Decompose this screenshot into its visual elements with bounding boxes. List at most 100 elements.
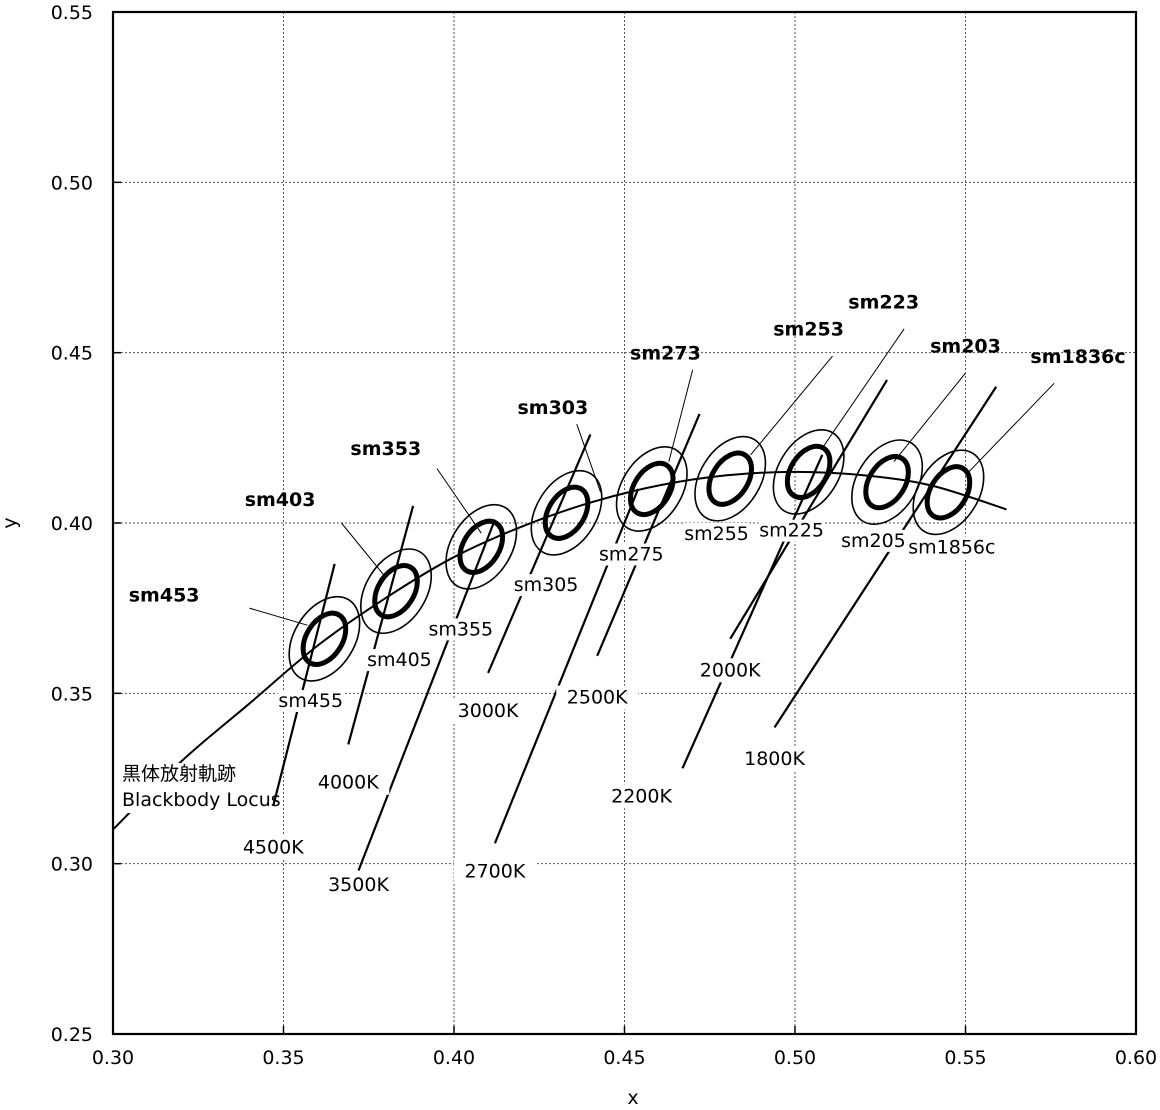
blackbody-locus-curve — [112, 470, 1007, 831]
ellipse-sm1836c — [924, 464, 973, 521]
isotherms — [272, 379, 998, 871]
ellipse-label: sm253 — [773, 319, 844, 341]
leader-line — [893, 372, 966, 462]
leader-line — [576, 424, 602, 493]
x-tick-label: 0.50 — [774, 1047, 816, 1069]
ellipse-outer — [615, 446, 688, 532]
ellipse-inner — [300, 610, 349, 667]
isotherm-label-mask — [307, 770, 390, 795]
isotherm-line — [596, 413, 701, 657]
ellipse-outer — [530, 469, 603, 556]
grid — [113, 12, 1136, 1034]
ellipse-inner — [542, 484, 591, 541]
leader-line — [965, 382, 1055, 476]
ellipse-inner — [863, 454, 911, 511]
x-tick-label: 0.40 — [433, 1047, 475, 1069]
ellipse-outer — [359, 548, 433, 635]
ellipse-inner — [457, 518, 506, 575]
isotherm-label: 2500K — [567, 687, 628, 709]
y-axis-label: y — [0, 517, 21, 528]
ellipse-label: sm405 — [367, 649, 432, 671]
ellipse-label: sm453 — [129, 584, 200, 606]
ellipse-label-mask — [427, 618, 494, 641]
ellipse-label: sm1836c — [1030, 346, 1125, 368]
isotherm-line — [357, 519, 496, 871]
ellipse-label: sm225 — [759, 520, 824, 542]
ellipse-sm205 — [851, 439, 924, 526]
ellipse-inner — [924, 464, 973, 521]
isotherm-label: 2000K — [700, 659, 761, 681]
ellipse-label: sm203 — [930, 336, 1001, 358]
x-axis-label: x — [627, 1087, 638, 1109]
isotherm-label-mask — [453, 859, 536, 884]
ellipse-sm455 — [288, 595, 361, 682]
isotherm-line — [347, 505, 415, 745]
ellipse-label: sm255 — [684, 523, 749, 545]
leader-line — [668, 369, 694, 462]
x-tick-label: 0.55 — [944, 1047, 986, 1069]
isotherm-label-mask — [447, 699, 530, 724]
ellipse-label: sm303 — [517, 397, 588, 419]
plot-frame — [111, 10, 1138, 1036]
ellipse-sm275 — [615, 446, 688, 532]
leader-line — [750, 355, 833, 456]
ellipse-inner — [706, 450, 754, 507]
ellipse-inner — [372, 563, 420, 620]
isotherm-label-mask — [600, 784, 683, 809]
isotherm-label-mask — [689, 658, 772, 683]
ellipse-sm403 — [372, 563, 420, 620]
ellipse-label: sm275 — [599, 543, 664, 565]
locus-label: Blackbody Locus — [122, 789, 281, 811]
leader-line — [249, 607, 308, 626]
x-tick-label: 0.60 — [1115, 1047, 1157, 1069]
leader-line — [341, 522, 387, 578]
ellipse-label: sm355 — [428, 618, 493, 640]
axes: 0.30 0.35 0.40 0.45 0.50 0.55 0.600.250.300.35… — [51, 2, 1157, 1069]
locus-label: 黒体放射軌跡 — [122, 763, 236, 785]
ellipse-label-mask — [513, 574, 580, 597]
isotherm-label: 1800K — [744, 748, 805, 770]
ellipse-label-mask — [598, 543, 665, 566]
y-tick-label: 0.50 — [51, 172, 93, 194]
y-tick-label: 0.40 — [51, 513, 93, 535]
ellipse-outer — [445, 503, 518, 590]
ellipse-label-mask — [366, 649, 433, 672]
x-tick-label: 0.35 — [262, 1047, 304, 1069]
isotherm-label: 2700K — [465, 860, 526, 882]
x-tick-label: 0.30 — [92, 1047, 134, 1069]
ellipse-label: sm273 — [630, 342, 701, 364]
y-tick-label: 0.45 — [51, 343, 93, 365]
isotherm-label: 3500K — [328, 874, 389, 896]
y-tick-label: 0.35 — [51, 683, 93, 705]
ellipse-inner — [627, 460, 676, 518]
ellipse-outer — [694, 435, 767, 522]
ellipse-label: sm455 — [278, 690, 343, 712]
ellipse-sm253 — [706, 450, 754, 507]
ellipse-inner — [784, 443, 833, 500]
y-tick-label: 0.55 — [51, 2, 93, 24]
isotherm-line — [681, 454, 824, 769]
ellipse-outer — [851, 439, 924, 526]
ellipse-label: sm205 — [841, 530, 906, 552]
isotherm-label-mask — [733, 746, 816, 771]
ellipse-sm405 — [359, 548, 433, 635]
ellipse-label: sm305 — [514, 574, 579, 596]
ellipse-label-mask — [758, 519, 825, 542]
x-tick-label: 0.45 — [603, 1047, 645, 1069]
ellipse-label: sm353 — [350, 438, 421, 460]
ellipse-sm305 — [530, 469, 603, 556]
ellipse-outer — [288, 595, 361, 682]
isotherm-label-mask — [556, 685, 639, 710]
ellipse-label-mask — [840, 529, 907, 552]
ellipse-label-mask — [683, 523, 750, 546]
isotherm-label: 2200K — [611, 785, 672, 807]
ellipse-outer — [912, 449, 985, 536]
ellipse-sm1856c — [912, 449, 985, 536]
ellipse-label: sm403 — [245, 489, 316, 511]
leader-line — [821, 328, 905, 449]
isotherm-line — [773, 386, 998, 728]
isotherm-label: 3000K — [458, 700, 519, 722]
isotherm-label: 4500K — [243, 836, 304, 858]
ellipse-sm303 — [542, 484, 591, 541]
isotherm-label-mask — [232, 835, 315, 860]
